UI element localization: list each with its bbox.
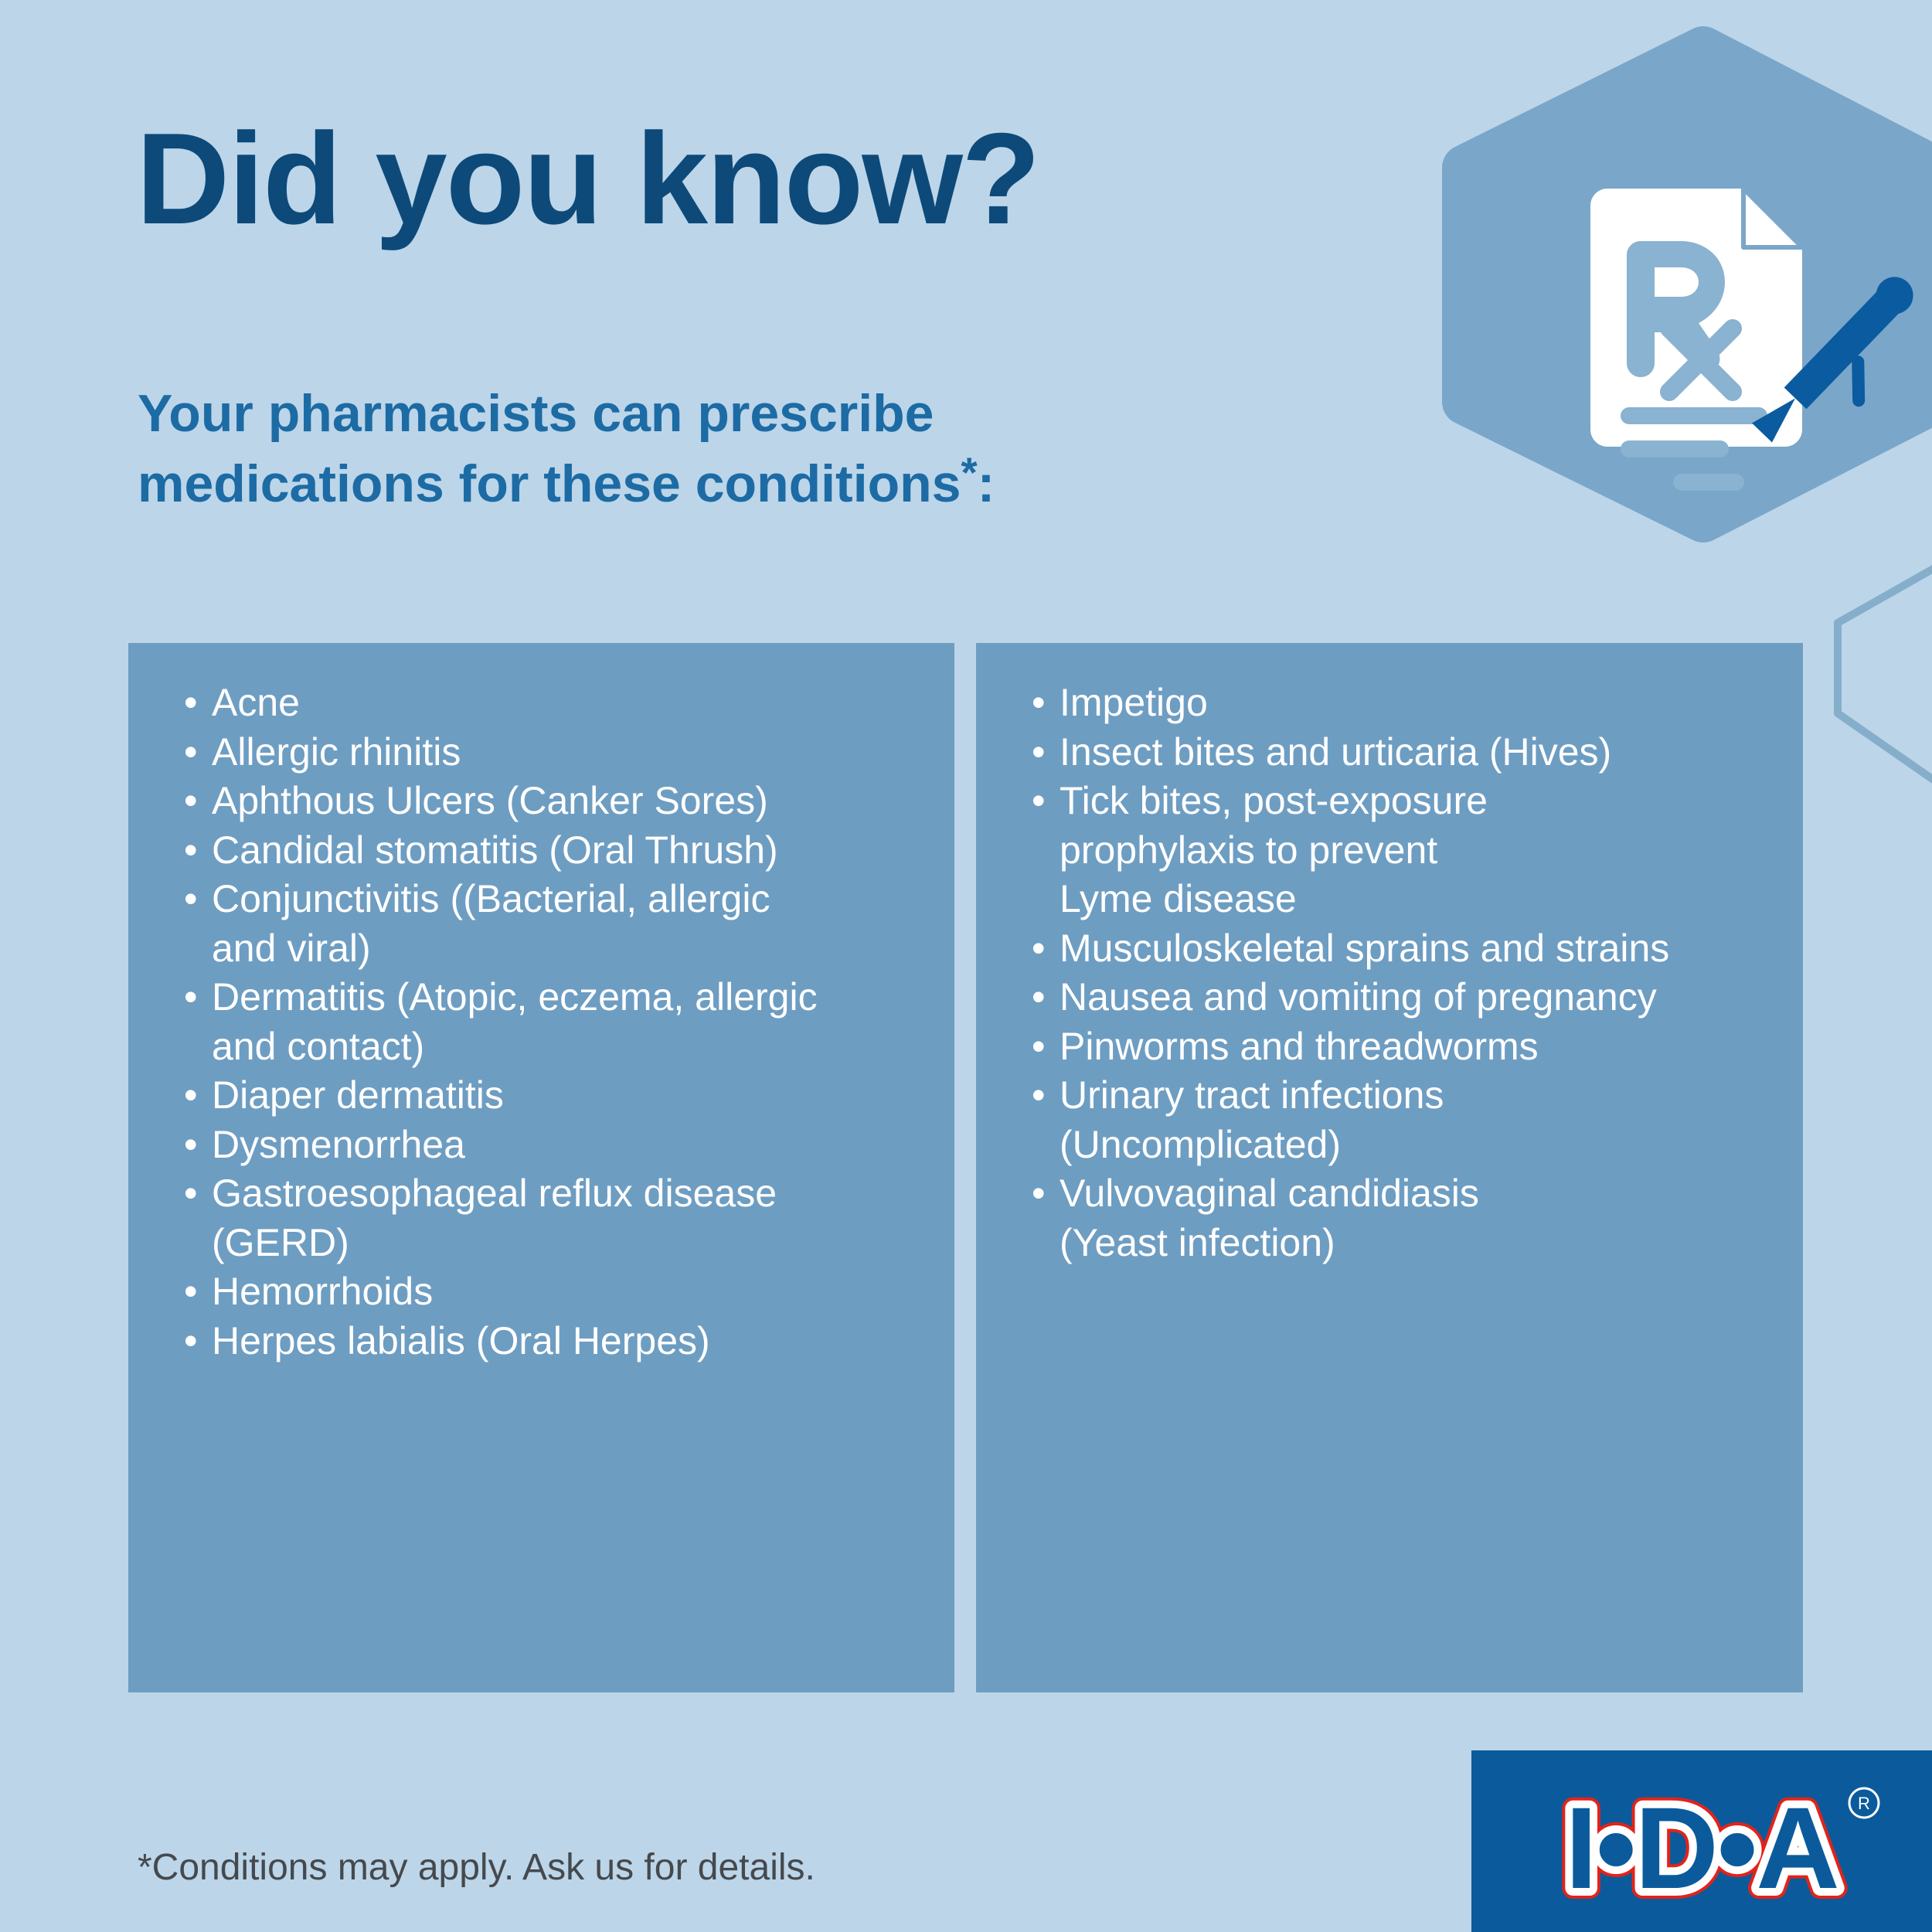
svg-text:I•D•A: I•D•A bbox=[1565, 1783, 1838, 1913]
svg-text:R: R bbox=[1858, 1794, 1870, 1813]
